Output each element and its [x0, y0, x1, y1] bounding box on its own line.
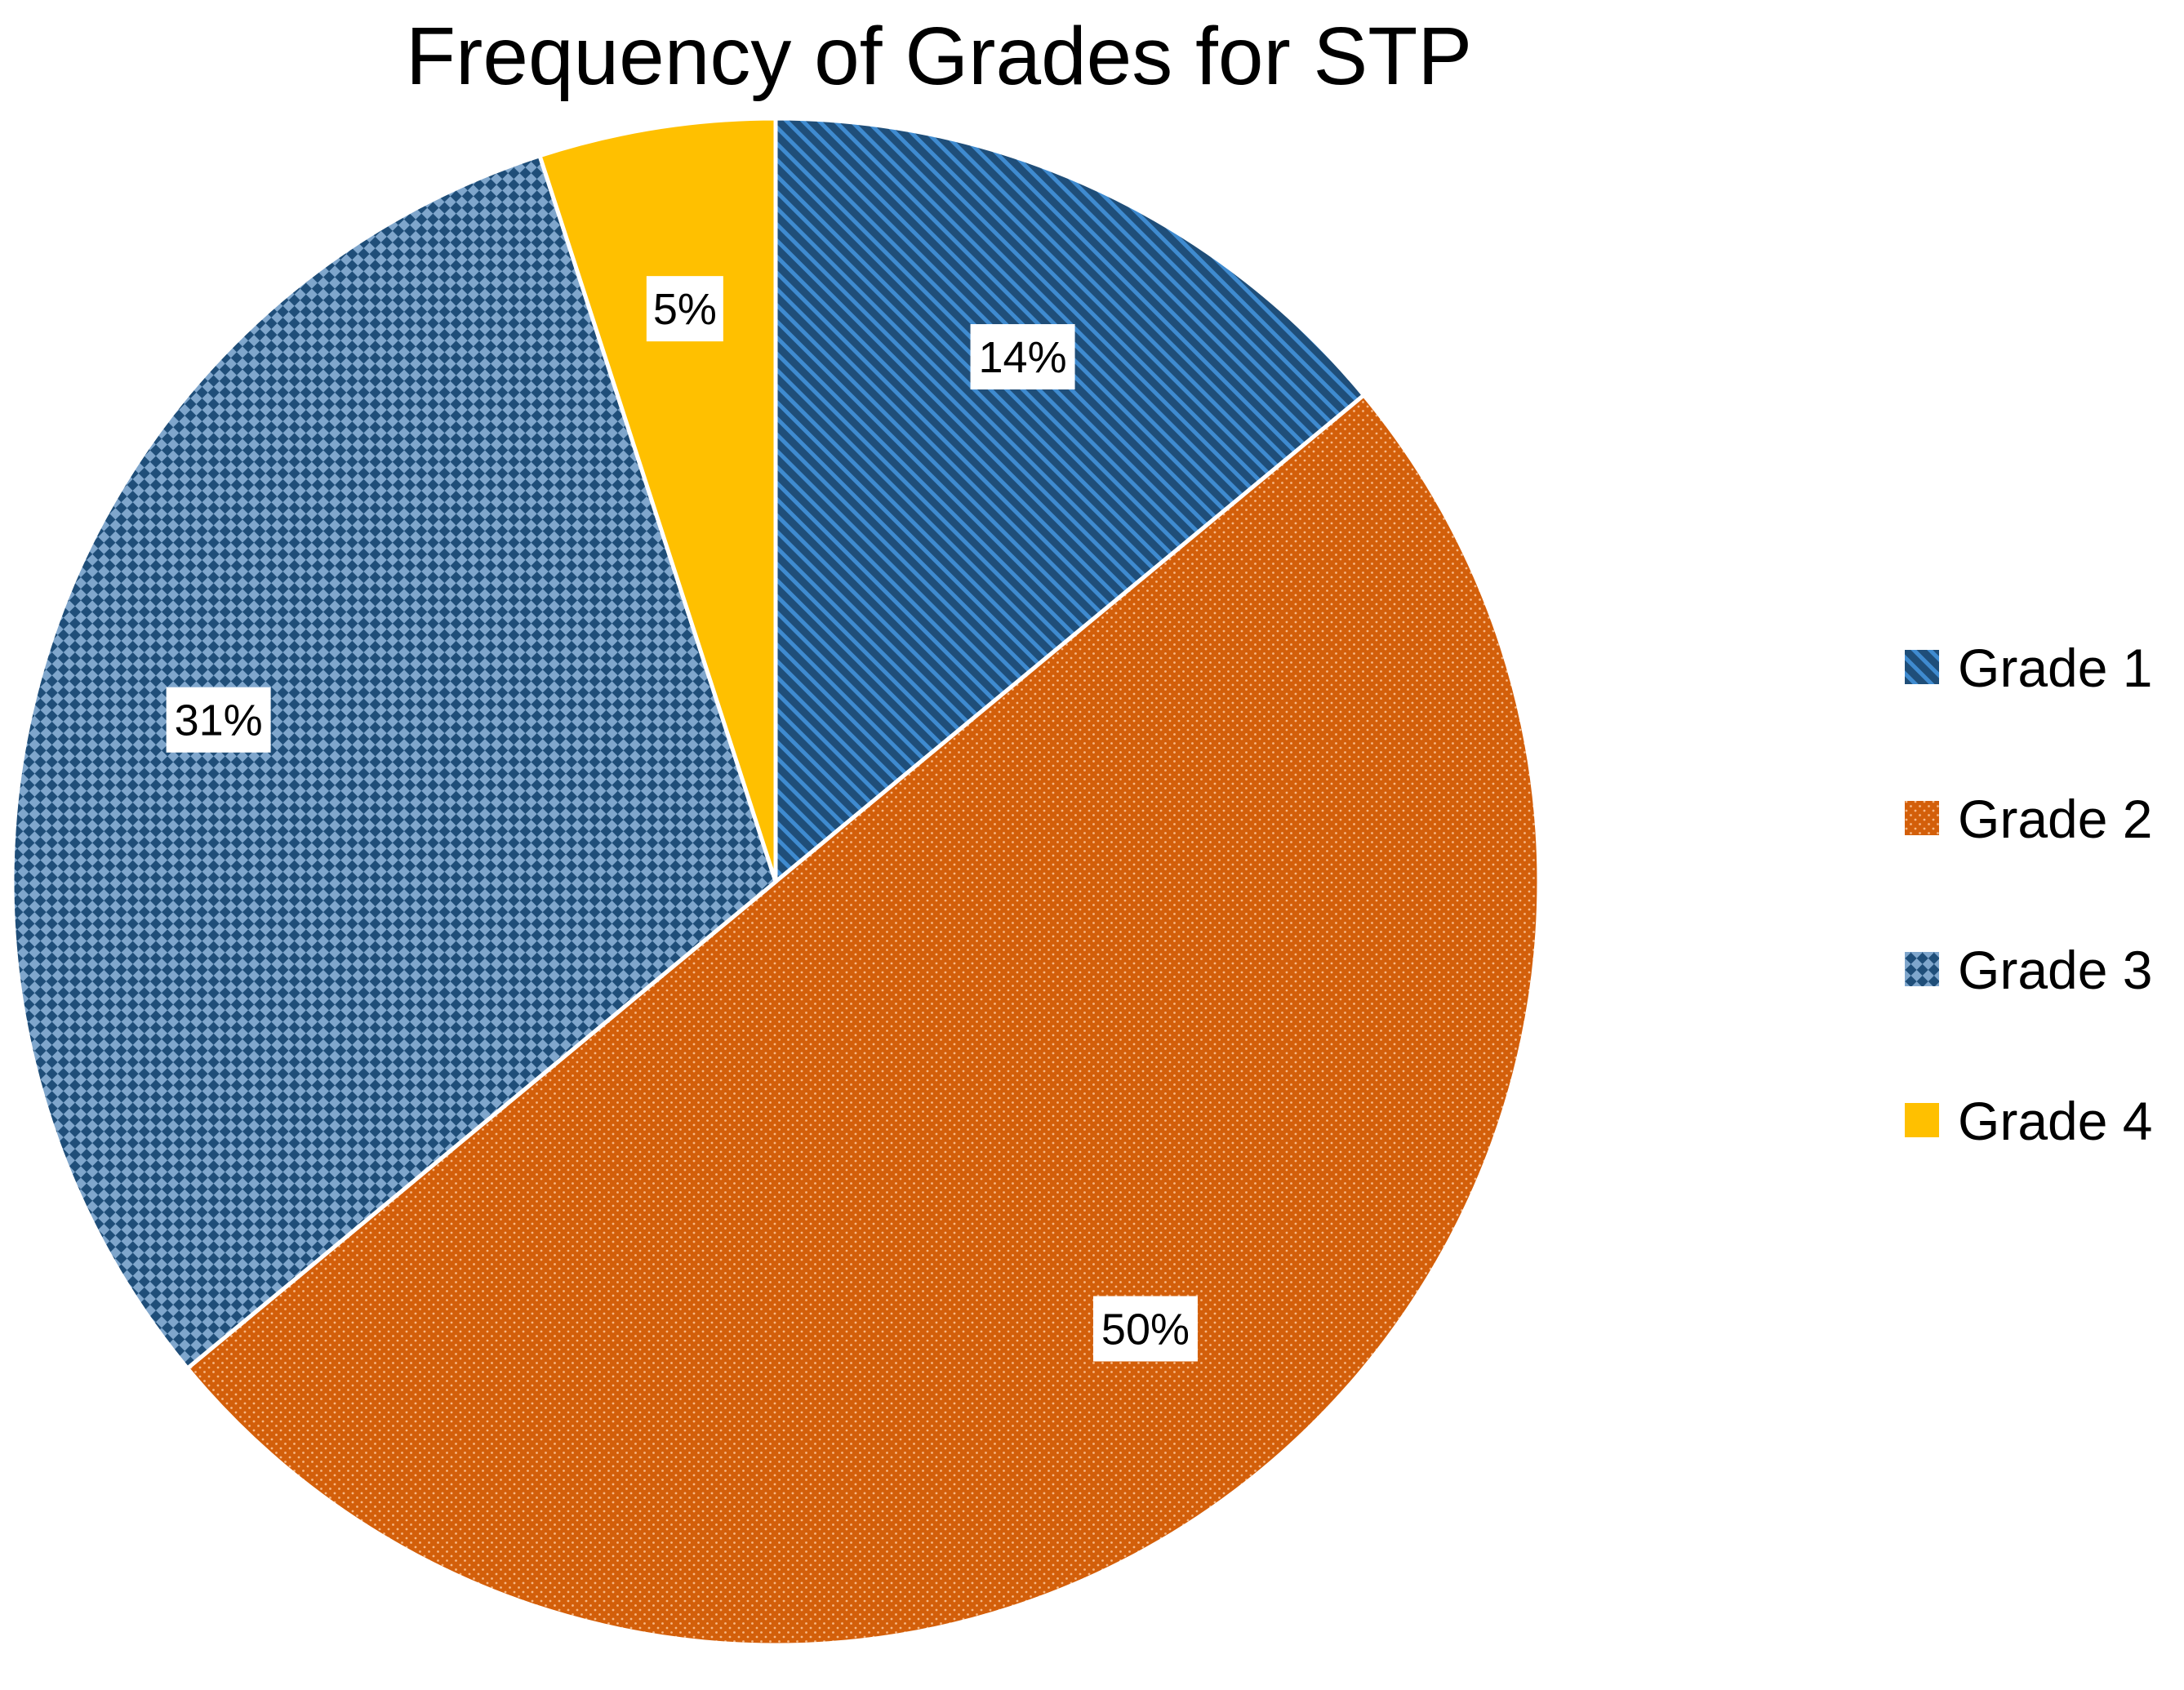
legend-label: Grade 2: [1958, 789, 2152, 849]
pie-slice-grade-3: [10, 153, 778, 1372]
legend-label: Grade 1: [1958, 638, 2152, 698]
pie-slice-grade-1: [773, 116, 1367, 887]
legend-label: Grade 4: [1958, 1091, 2152, 1151]
slice-label-box: [970, 324, 1075, 390]
legend-swatch: [1905, 1103, 1939, 1137]
slice-label-text: 5%: [653, 285, 717, 334]
legend-item-grade-4: Grade 4: [1905, 1091, 2152, 1151]
slice-label-text: 14%: [979, 333, 1067, 382]
legend-swatch: [1905, 650, 1939, 684]
slice-label-grade-3: 31%: [166, 687, 271, 753]
slice-label-text: 31%: [175, 696, 263, 745]
legend-swatch: [1905, 952, 1939, 986]
chart-title: Frequency of Grades for STP: [406, 11, 1472, 102]
slice-label-grade-4: 5%: [646, 276, 723, 342]
slice-label-grade-2: 50%: [1092, 1296, 1198, 1362]
legend-item-grade-1: Grade 1: [1905, 638, 2152, 698]
pie-slice-grade-2: [185, 392, 1541, 1647]
slice-label-grade-1: 14%: [970, 324, 1075, 390]
slice-label-box: [166, 687, 271, 753]
slice-label-text: 50%: [1101, 1305, 1190, 1354]
legend-swatch: [1905, 801, 1939, 835]
slice-labels: 14% 50% 31% 5%: [166, 276, 1198, 1362]
legend: Grade 1 Grade 2 Grade 3 Grade 4: [1905, 638, 2152, 1151]
pie-slices: [10, 116, 1541, 1647]
legend-label: Grade 3: [1958, 940, 2152, 1000]
slice-label-box: [646, 276, 723, 342]
slice-label-box: [1092, 1296, 1198, 1362]
legend-item-grade-3: Grade 3: [1905, 940, 2152, 1000]
legend-item-grade-2: Grade 2: [1905, 789, 2152, 849]
